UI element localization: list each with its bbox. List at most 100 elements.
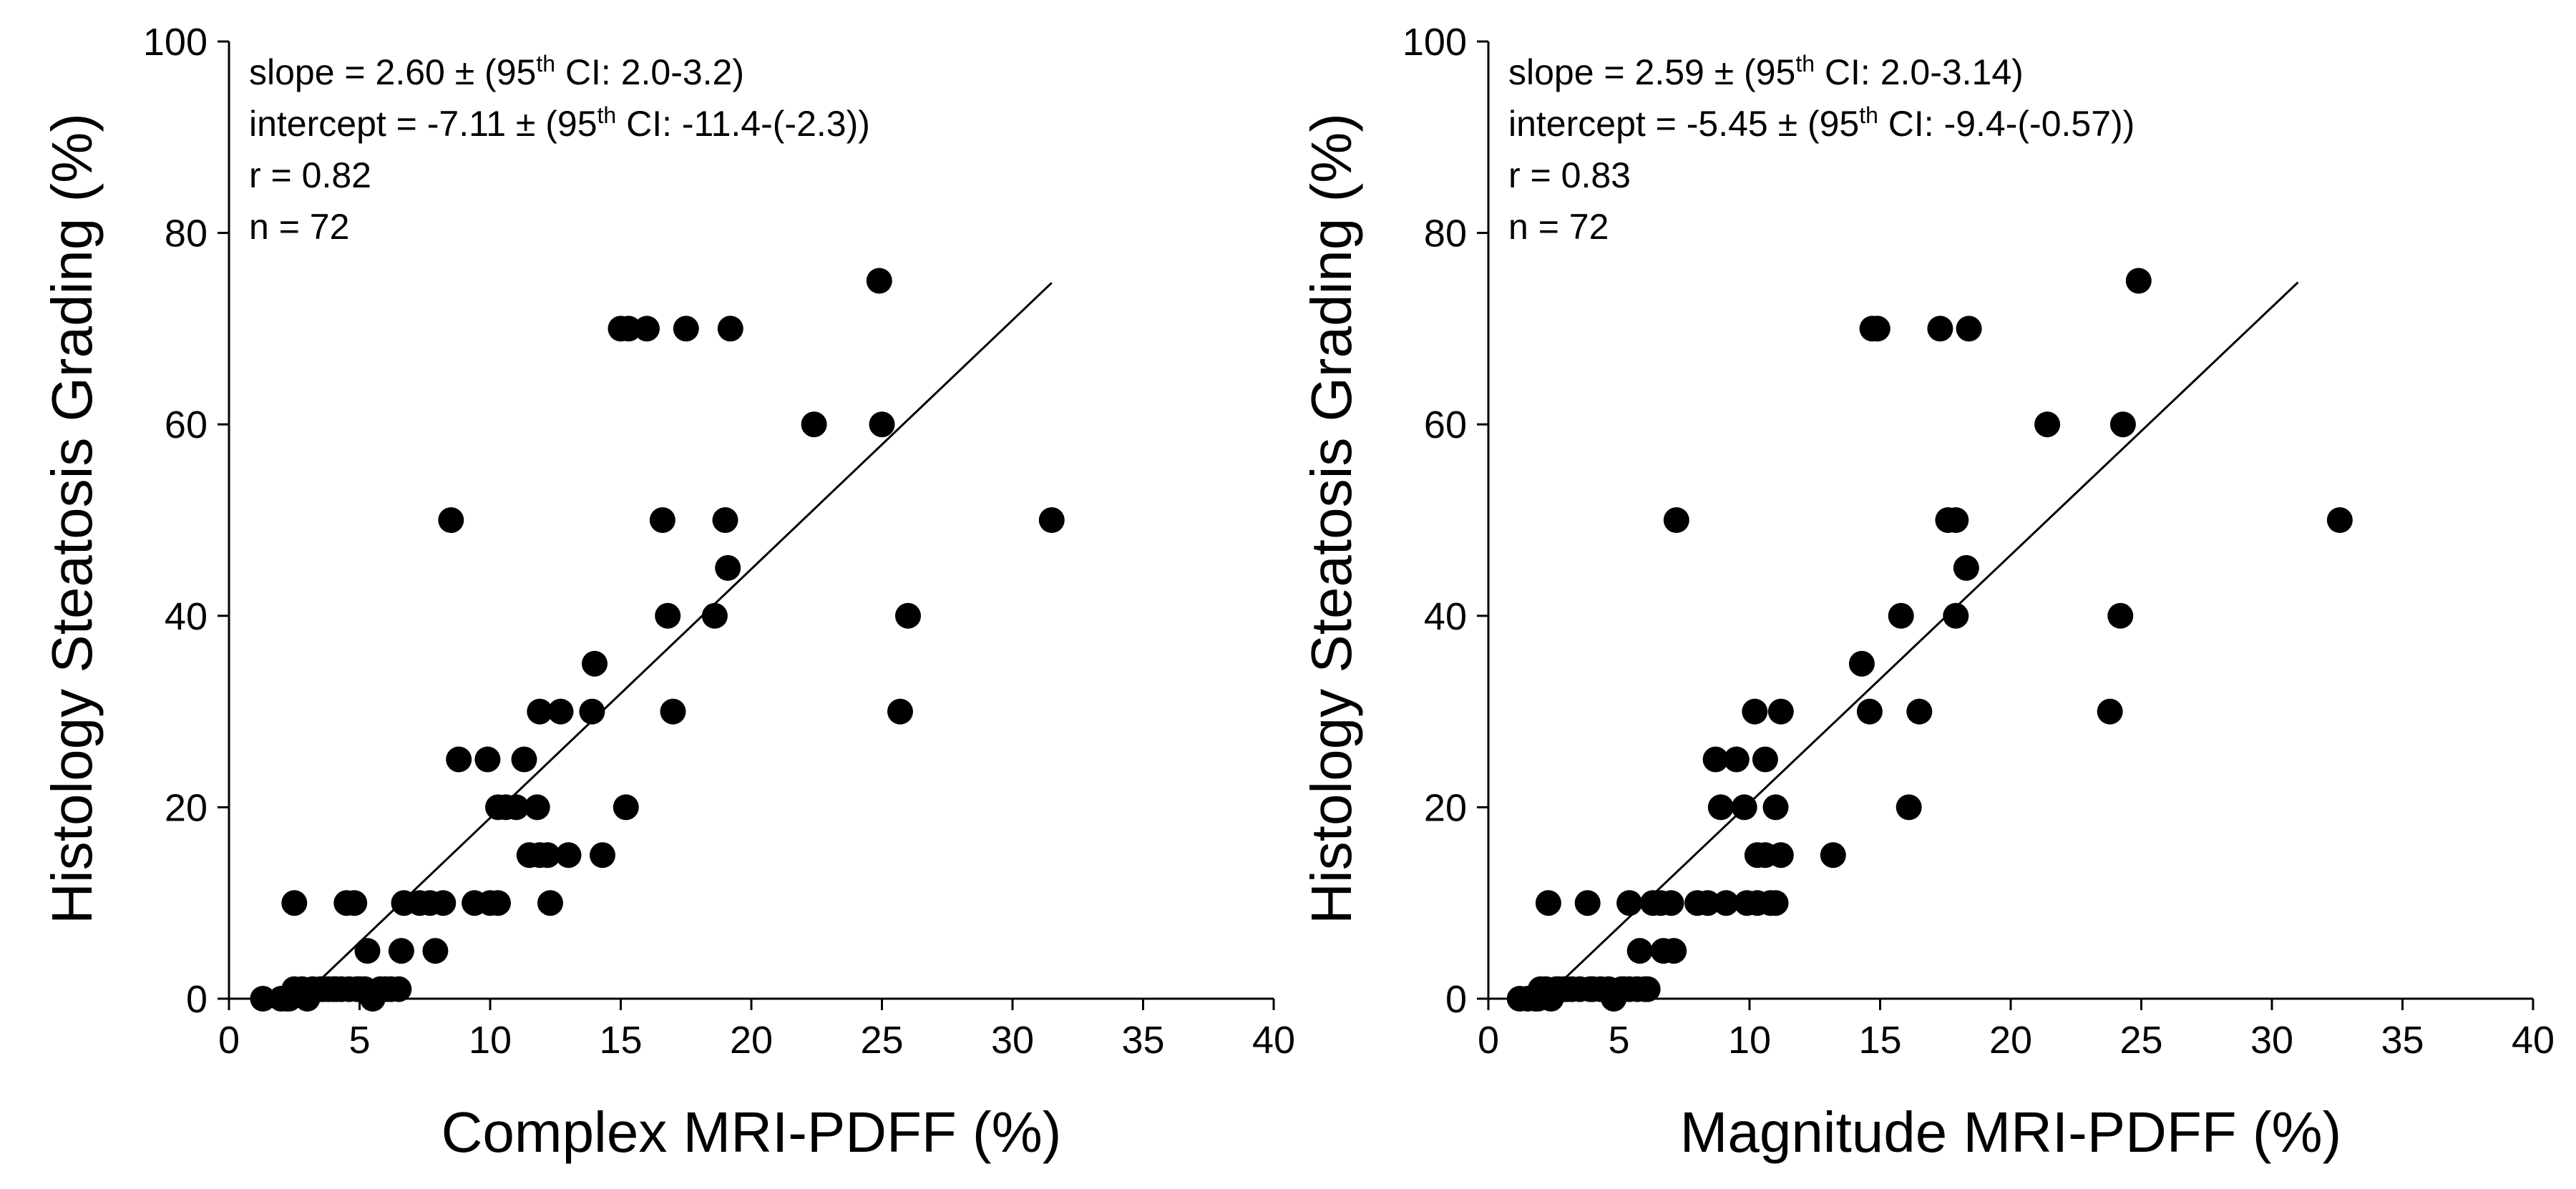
left-data-point-49: [660, 698, 686, 725]
left-fit-line: [306, 282, 1053, 993]
left-data-point-45: [547, 698, 574, 725]
left-x-tick-label-10: 10: [469, 1019, 512, 1062]
left-r-text: r = 0.82: [249, 155, 371, 195]
left-data-point-44: [527, 698, 553, 725]
left-data-point-62: [869, 411, 895, 438]
right-data-point-29: [1723, 746, 1750, 773]
right-data-point-27: [1694, 890, 1721, 916]
left-data-point-65: [887, 698, 913, 725]
left-scatter-panel: 0 5 10 15 20 25 30 35 40 0 20 40 60 80 100 slope = 2.6…: [40, 21, 1295, 1164]
left-data-point-43: [537, 890, 563, 916]
left-data-point-32: [474, 746, 501, 773]
left-annotations: slope = 2.60 ± (95th CI: 2.0-3.2) interc…: [249, 51, 870, 247]
right-data-point-35: [1767, 842, 1794, 868]
right-x-tick-label-5: 5: [1608, 1019, 1629, 1062]
right-data-point-32: [1752, 746, 1778, 773]
right-y-tick-label-100: 100: [1402, 21, 1467, 64]
left-data-point-63: [866, 268, 892, 294]
left-y-tick-label-20: 20: [165, 786, 208, 829]
right-data-point-69: [1634, 976, 1661, 1002]
right-data-point-40: [1742, 698, 1768, 725]
right-data-point-47: [1888, 602, 1914, 629]
right-data-point-62: [2326, 507, 2353, 533]
left-data-point-22: [388, 938, 414, 964]
left-data-point-58: [634, 315, 660, 342]
right-y-tick-label-0: 0: [1445, 978, 1467, 1021]
right-data-point-48: [1943, 602, 1969, 629]
left-data-point-48: [613, 794, 639, 821]
right-intercept-text: intercept = -5.45 ± (95th CI: -9.4-(-0.5…: [1508, 102, 2135, 144]
left-y-tick-label-80: 80: [165, 212, 208, 255]
left-data-point-52: [715, 554, 741, 581]
right-data-point-45: [1896, 794, 1922, 821]
right-data-point-17: [1535, 890, 1561, 916]
right-fit-line: [1553, 281, 2299, 990]
right-data-point-57: [2034, 411, 2061, 438]
right-data-point-25: [1661, 938, 1687, 964]
right-y-tick-label-40: 40: [1424, 595, 1467, 638]
right-y-tick-label-60: 60: [1424, 403, 1467, 446]
left-x-tick-label-0: 0: [218, 1019, 240, 1062]
right-data-point-41: [1767, 698, 1794, 725]
left-data-point-68: [323, 976, 349, 1002]
right-y-tick-label-20: 20: [1424, 786, 1467, 829]
right-data-point-70: [1713, 890, 1740, 916]
left-data-point-18: [281, 890, 308, 916]
right-data-point-46: [1906, 698, 1933, 725]
right-x-tick-label-30: 30: [2250, 1019, 2293, 1062]
right-data-point-58: [2109, 411, 2136, 438]
left-axes: 0 5 10 15 20 25 30 35 40 0 20 40 60 80 100: [143, 21, 1295, 1062]
left-data-point-53: [712, 507, 738, 533]
left-data-point-21: [354, 938, 381, 964]
left-y-tick-label-60: 60: [165, 403, 208, 446]
left-y-axis-title: Histology Steatosis Grading (%): [40, 113, 104, 924]
right-data-point-56: [1956, 315, 1982, 342]
right-data-point-66: [1611, 976, 1637, 1002]
left-data-point-42: [590, 842, 615, 868]
left-y-tick-label-0: 0: [186, 978, 208, 1021]
left-data-point-46: [579, 698, 605, 725]
left-data-point-69: [346, 976, 373, 1002]
right-data-point-49: [1953, 554, 1979, 581]
left-data-point-26: [430, 890, 457, 916]
left-data-point-60: [717, 315, 743, 342]
left-data-point-59: [673, 315, 699, 342]
right-annotations: slope = 2.59 ± (95th CI: 2.0-3.14) inter…: [1508, 51, 2135, 247]
right-axes: 0 5 10 15 20 25 30 35 40 0 20 40 60 80 100: [1402, 21, 2555, 1062]
right-data-point-52: [1663, 507, 1689, 533]
right-data-point-20: [1626, 938, 1653, 964]
left-data-point-27: [422, 938, 449, 964]
left-data-point-50: [655, 602, 681, 629]
left-data-point-57: [615, 315, 642, 342]
right-data-point-43: [1848, 650, 1875, 677]
left-data-point-54: [649, 507, 675, 533]
right-r-text: r = 0.83: [1508, 155, 1631, 195]
right-data-point-28: [1702, 746, 1729, 773]
right-x-tick-label-15: 15: [1858, 1019, 1901, 1062]
left-x-tick-label-5: 5: [348, 1019, 370, 1062]
right-x-tick-label-35: 35: [2381, 1019, 2424, 1062]
left-data-point-40: [535, 842, 561, 868]
left-x-axis-title: Complex MRI-PDFF (%): [441, 1100, 1062, 1164]
left-data-point-70: [373, 976, 399, 1002]
left-data-point-64: [895, 602, 921, 629]
left-slope-text: slope = 2.60 ± (95th CI: 2.0-3.2): [249, 51, 744, 92]
left-x-tick-label-30: 30: [991, 1019, 1034, 1062]
right-data-point-61: [2097, 698, 2123, 725]
left-x-tick-label-25: 25: [860, 1019, 903, 1062]
right-data-point-55: [1927, 315, 1953, 342]
left-intercept-text: intercept = -7.11 ± (95th CI: -11.4-(-2.…: [249, 102, 870, 144]
left-data-point-30: [485, 890, 511, 916]
left-data-point-51: [701, 602, 728, 629]
right-data-point-59: [2125, 268, 2152, 294]
left-n-text: n = 72: [249, 207, 349, 247]
left-x-tick-label-15: 15: [599, 1019, 642, 1062]
right-data-point-30: [1707, 794, 1734, 821]
right-x-tick-label-20: 20: [1989, 1019, 2032, 1062]
left-data-point-66: [1038, 507, 1065, 533]
right-data-point-68: [1546, 976, 1572, 1002]
right-n-text: n = 72: [1508, 207, 1609, 247]
left-y-tick-label-40: 40: [165, 595, 208, 638]
left-x-tick-label-40: 40: [1252, 1019, 1295, 1062]
